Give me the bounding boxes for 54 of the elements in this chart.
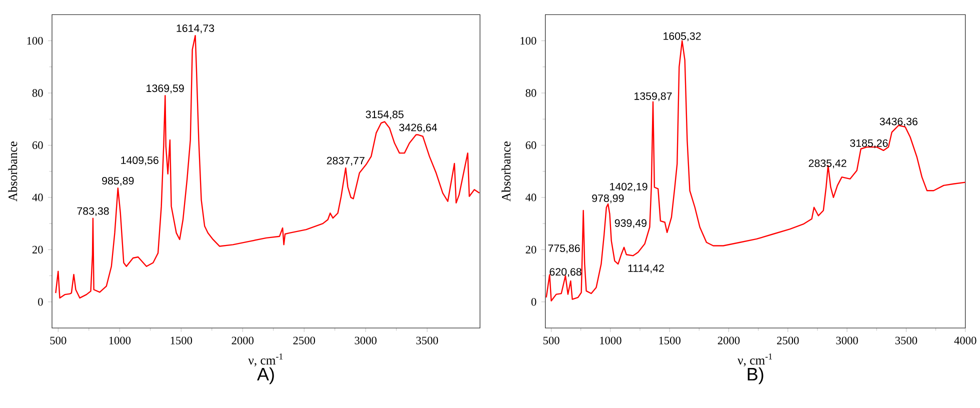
annotation: 620,68: [550, 268, 582, 277]
annotation: 1369,59: [146, 84, 184, 94]
x-tick-label: 4000: [954, 336, 976, 344]
y-tick-label: 100: [520, 36, 536, 45]
y-tick-label: 60: [526, 141, 536, 150]
annotation: 1409,56: [121, 156, 158, 166]
annotation: 978,99: [592, 194, 624, 204]
annotation: 775,86: [548, 244, 580, 254]
line-series: [55, 34, 480, 299]
x-tick-label: 2500: [293, 336, 316, 344]
y-tick-label: 0: [38, 298, 43, 306]
x-tick-label: 2000: [232, 336, 254, 344]
annotation: 3154,85: [366, 110, 404, 120]
x-tick-label: 500: [543, 336, 560, 344]
y-tick-label: 80: [526, 89, 536, 97]
annotation: 1359,87: [634, 92, 672, 102]
annotation: 1605,32: [664, 32, 701, 42]
annotation: 1614,73: [176, 24, 214, 34]
x-axis-title: ν, cm$^{-1}$: [248, 354, 283, 366]
x-tick-label: 2000: [718, 336, 740, 344]
x-tick-label: 1500: [170, 336, 192, 344]
annotation: 2837,77: [326, 156, 364, 166]
annotation: 3426,64: [399, 124, 438, 133]
annotation: 985,89: [102, 176, 134, 186]
y-tick-label: 40: [32, 194, 43, 202]
y-tick-label: 20: [526, 246, 536, 254]
x-tick-label: 3500: [416, 336, 438, 344]
x-tick-label: 3000: [354, 336, 377, 344]
x-tick-label: 1000: [600, 336, 622, 344]
y-tick-label: 0: [531, 298, 536, 306]
annotation: 1402,19: [610, 182, 648, 192]
x-tick-label: 1000: [109, 336, 131, 344]
y-tick-label: 100: [27, 36, 43, 45]
annotation: 939,49: [614, 219, 646, 228]
annotation: 2835,42: [808, 159, 846, 168]
y-tick-label: 20: [32, 246, 43, 254]
text: A): [257, 367, 274, 384]
annotation: 783,38: [77, 207, 109, 216]
x-tick-label: 1500: [659, 336, 680, 344]
y-axis-title: Absorbance: [8, 142, 18, 202]
x-tick-label: 500: [50, 336, 66, 344]
x-tick-label: 2500: [777, 336, 799, 344]
annotation: 1114,42: [628, 264, 664, 274]
annotation: 3436,36: [880, 118, 918, 126]
y-tick-label: 40: [526, 194, 536, 202]
x-tick-label: 3000: [836, 336, 858, 344]
y-tick-label: 60: [32, 141, 43, 150]
line-series: [546, 40, 966, 302]
text: B): [748, 367, 764, 384]
y-tick-label: 80: [32, 89, 43, 97]
x-tick-label: 3500: [895, 336, 918, 344]
y-axis-title: Absorbance: [502, 142, 510, 202]
annotation: 3185,26: [850, 139, 888, 148]
x-axis-title: ν, cm$^{-1}$: [738, 354, 772, 366]
